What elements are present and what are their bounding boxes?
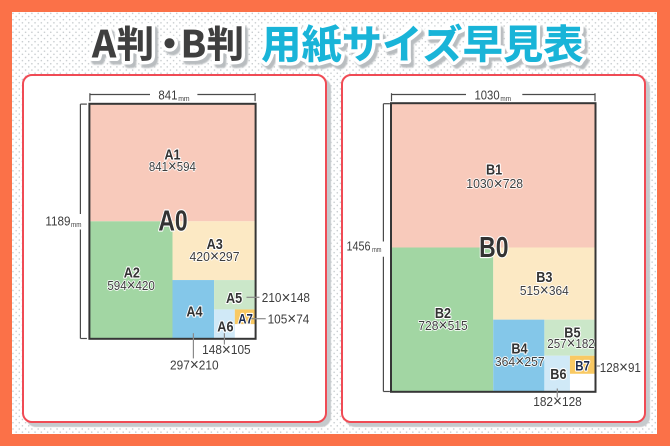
svg-text:B5: B5 <box>564 324 580 341</box>
svg-text:841: 841 <box>158 89 177 103</box>
svg-text:B0: B0 <box>479 232 508 264</box>
svg-text:B4: B4 <box>511 340 528 357</box>
svg-text:A4: A4 <box>186 304 203 321</box>
svg-text:1189: 1189 <box>45 214 70 228</box>
svg-text:594×420: 594×420 <box>107 277 155 295</box>
svg-text:mm: mm <box>372 245 381 254</box>
svg-text:B7: B7 <box>575 357 590 373</box>
svg-text:105×74: 105×74 <box>268 310 310 328</box>
svg-text:257×182: 257×182 <box>547 335 595 353</box>
svg-text:515×364: 515×364 <box>520 281 569 299</box>
svg-text:mm: mm <box>178 94 189 103</box>
svg-text:182×128: 182×128 <box>533 393 582 411</box>
svg-text:mm: mm <box>500 94 511 103</box>
svg-text:B1: B1 <box>486 162 502 179</box>
svg-text:B2: B2 <box>435 305 451 322</box>
svg-text:A0: A0 <box>158 206 187 238</box>
svg-text:1030×728: 1030×728 <box>466 175 523 193</box>
svg-text:A6: A6 <box>217 319 233 336</box>
svg-text:A2: A2 <box>124 265 140 282</box>
svg-text:1456: 1456 <box>347 239 371 253</box>
svg-text:mm: mm <box>71 220 82 229</box>
svg-text:297×210: 297×210 <box>170 356 219 374</box>
svg-text:A1: A1 <box>164 146 180 163</box>
svg-text:A7: A7 <box>238 310 253 326</box>
svg-text:B3: B3 <box>536 269 552 286</box>
svg-text:148×105: 148×105 <box>202 341 251 359</box>
svg-text:728×515: 728×515 <box>418 317 468 335</box>
svg-text:A5: A5 <box>226 290 242 307</box>
svg-text:364×257: 364×257 <box>495 353 545 371</box>
svg-text:420×297: 420×297 <box>190 248 240 266</box>
svg-text:A3: A3 <box>207 236 223 253</box>
svg-text:1030: 1030 <box>475 89 500 103</box>
svg-text:210×148: 210×148 <box>262 289 310 307</box>
svg-text:841×594: 841×594 <box>149 158 196 176</box>
svg-text:B6: B6 <box>550 366 566 383</box>
svg-text:128×91: 128×91 <box>600 358 641 376</box>
